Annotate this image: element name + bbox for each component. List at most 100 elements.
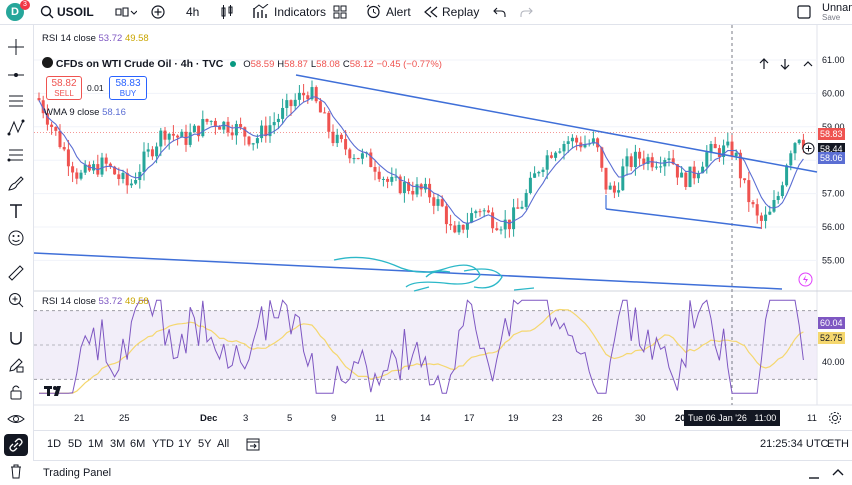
- candle: [549, 155, 553, 158]
- scroll-down-icon[interactable]: [780, 58, 790, 70]
- indicators-button[interactable]: Indicators: [274, 5, 327, 19]
- range-1d[interactable]: 1D: [47, 438, 62, 450]
- candle: [621, 166, 625, 191]
- range-ytd[interactable]: YTD: [152, 438, 174, 450]
- chart-title[interactable]: CFDs on WTI Crude Oil · 4h · TVC: [55, 58, 224, 70]
- candle: [205, 119, 209, 122]
- more-options-icon[interactable]: [802, 58, 814, 70]
- trash-icon[interactable]: [6, 461, 26, 481]
- rsi-top-ma-value: 49.58: [124, 33, 149, 44]
- range-all[interactable]: All: [217, 438, 230, 450]
- main-legend: CFDs on WTI Crude Oil · 4h · TVC O58.59 …: [42, 57, 442, 70]
- wma-line: [38, 96, 804, 225]
- candle: [255, 138, 259, 144]
- undo-icon[interactable]: [493, 6, 506, 18]
- candle: [486, 210, 490, 213]
- candle: [776, 196, 780, 201]
- horizontal-lines-icon[interactable]: [6, 91, 26, 111]
- sell-button[interactable]: 58.82 SELL: [46, 76, 82, 100]
- date-range-calendar-icon[interactable]: [246, 437, 260, 451]
- candles-icon[interactable]: [220, 4, 234, 20]
- layout-icon[interactable]: [797, 5, 811, 19]
- range-1y[interactable]: 1Y: [178, 438, 192, 450]
- zoom-in-icon[interactable]: [6, 290, 26, 310]
- candle: [713, 143, 717, 149]
- layout-grid-icon[interactable]: [333, 5, 347, 19]
- settings-gear-icon[interactable]: [828, 411, 842, 425]
- alert-button[interactable]: Alert: [386, 5, 411, 19]
- candle: [604, 167, 608, 190]
- redo-icon[interactable]: [520, 6, 533, 18]
- collapse-icon[interactable]: [808, 467, 820, 479]
- utc-clock[interactable]: 21:25:34 UTC: [760, 438, 829, 450]
- candle: [121, 172, 125, 179]
- search-icon[interactable]: [40, 5, 54, 19]
- price-tick: 57.00: [822, 189, 845, 199]
- candle: [751, 202, 755, 205]
- rsi-value-tag: 60.04: [818, 317, 845, 329]
- magnet-icon[interactable]: [6, 328, 26, 348]
- symbol-search[interactable]: USOIL: [57, 5, 94, 19]
- hand-drawn-scribble: [333, 256, 535, 292]
- lightning-icon[interactable]: [798, 272, 813, 287]
- candle: [134, 180, 138, 184]
- link-tool-active[interactable]: [4, 434, 28, 456]
- top-toolbar: D 3 USOIL 4h Indicators Alert Replay Unn…: [0, 0, 852, 25]
- chart-type-icon[interactable]: [115, 6, 137, 18]
- candle: [377, 171, 381, 180]
- brush-icon[interactable]: [6, 173, 26, 193]
- candle: [638, 151, 642, 159]
- range-3m[interactable]: 3M: [110, 438, 126, 450]
- fib-retracement-icon[interactable]: [6, 145, 26, 165]
- candle: [125, 172, 129, 186]
- price-chart[interactable]: 61.0060.0059.0058.0057.0056.0055.0040.00…: [34, 25, 852, 430]
- alarm-clock-icon[interactable]: [366, 4, 381, 19]
- range-1m[interactable]: 1M: [88, 438, 104, 450]
- candle: [268, 125, 272, 137]
- crosshair-icon[interactable]: [6, 37, 26, 57]
- candle: [356, 158, 360, 160]
- ruler-icon[interactable]: [6, 263, 26, 283]
- session-label[interactable]: ETH: [827, 438, 849, 450]
- text-tool-icon[interactable]: [6, 201, 26, 221]
- range-6m[interactable]: 6M: [130, 438, 146, 450]
- range-5y[interactable]: 5Y: [198, 438, 212, 450]
- time-tick: 25: [119, 413, 130, 424]
- candle: [415, 184, 419, 195]
- add-compare-icon[interactable]: [151, 5, 165, 19]
- wma-price-tag: 58.06: [818, 152, 845, 164]
- candle: [759, 215, 763, 221]
- indicators-icon[interactable]: [253, 4, 269, 19]
- time-tick: 9: [331, 413, 336, 424]
- candle: [75, 172, 79, 179]
- range-5d[interactable]: 5D: [68, 438, 83, 450]
- candle: [575, 137, 579, 143]
- candle: [297, 92, 301, 100]
- chart-area[interactable]: 61.0060.0059.0058.0057.0056.0055.0040.00…: [34, 25, 852, 430]
- candle: [281, 107, 285, 119]
- expand-icon[interactable]: [832, 466, 844, 478]
- candle: [617, 190, 621, 193]
- replay-button[interactable]: Replay: [442, 5, 480, 19]
- candle: [688, 166, 692, 187]
- candle: [327, 112, 331, 132]
- pattern-icon[interactable]: [6, 118, 26, 138]
- emoji-icon[interactable]: [6, 228, 26, 248]
- lock-icon[interactable]: [6, 382, 26, 402]
- user-avatar[interactable]: D: [6, 3, 24, 21]
- candle: [659, 166, 663, 168]
- lock-pencil-icon[interactable]: [6, 355, 26, 375]
- trading-panel-title[interactable]: Trading Panel: [43, 467, 112, 479]
- interval-button[interactable]: 4h: [186, 5, 200, 19]
- rewind-icon[interactable]: [424, 6, 438, 18]
- eye-icon[interactable]: [6, 409, 26, 429]
- rsi-ma-value: 49.58: [124, 296, 149, 307]
- candle: [675, 164, 679, 178]
- candle: [533, 173, 537, 178]
- scroll-up-icon[interactable]: [759, 58, 769, 70]
- trend-line-icon[interactable]: [6, 65, 26, 85]
- candle: [734, 152, 738, 157]
- layout-name[interactable]: Unnam: [822, 2, 852, 14]
- buy-button[interactable]: 58.83 BUY: [109, 76, 147, 100]
- crosshair-add-icon[interactable]: [802, 142, 815, 155]
